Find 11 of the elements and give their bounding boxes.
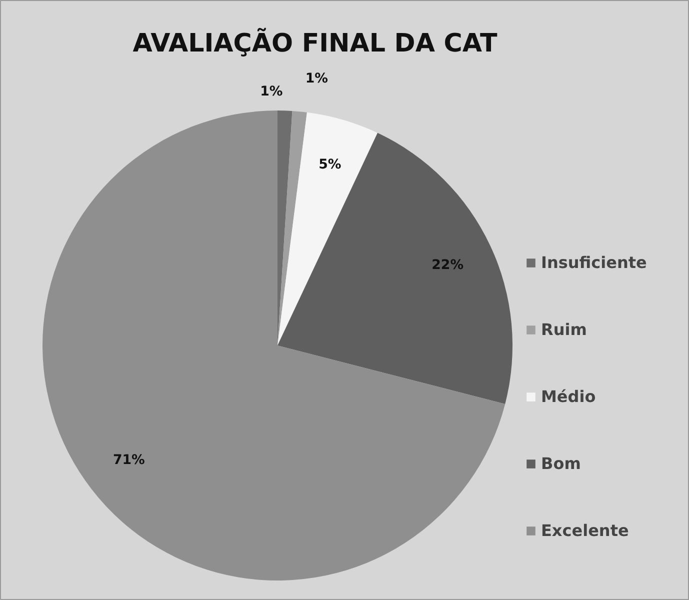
legend-label: Ruim: [541, 320, 587, 339]
legend-label: Excelente: [541, 521, 629, 540]
legend-label: Médio: [541, 387, 596, 406]
data-label: 1%: [305, 71, 328, 86]
data-label: 5%: [318, 157, 342, 172]
data-label: 71%: [113, 453, 145, 468]
legend-label: Bom: [541, 454, 581, 473]
data-label: 22%: [432, 258, 464, 273]
data-label: 1%: [260, 84, 283, 100]
legend-label: Insuficiente: [541, 253, 647, 272]
chart-title: AVALIAÇÃO FINAL DA CAT: [132, 28, 498, 58]
